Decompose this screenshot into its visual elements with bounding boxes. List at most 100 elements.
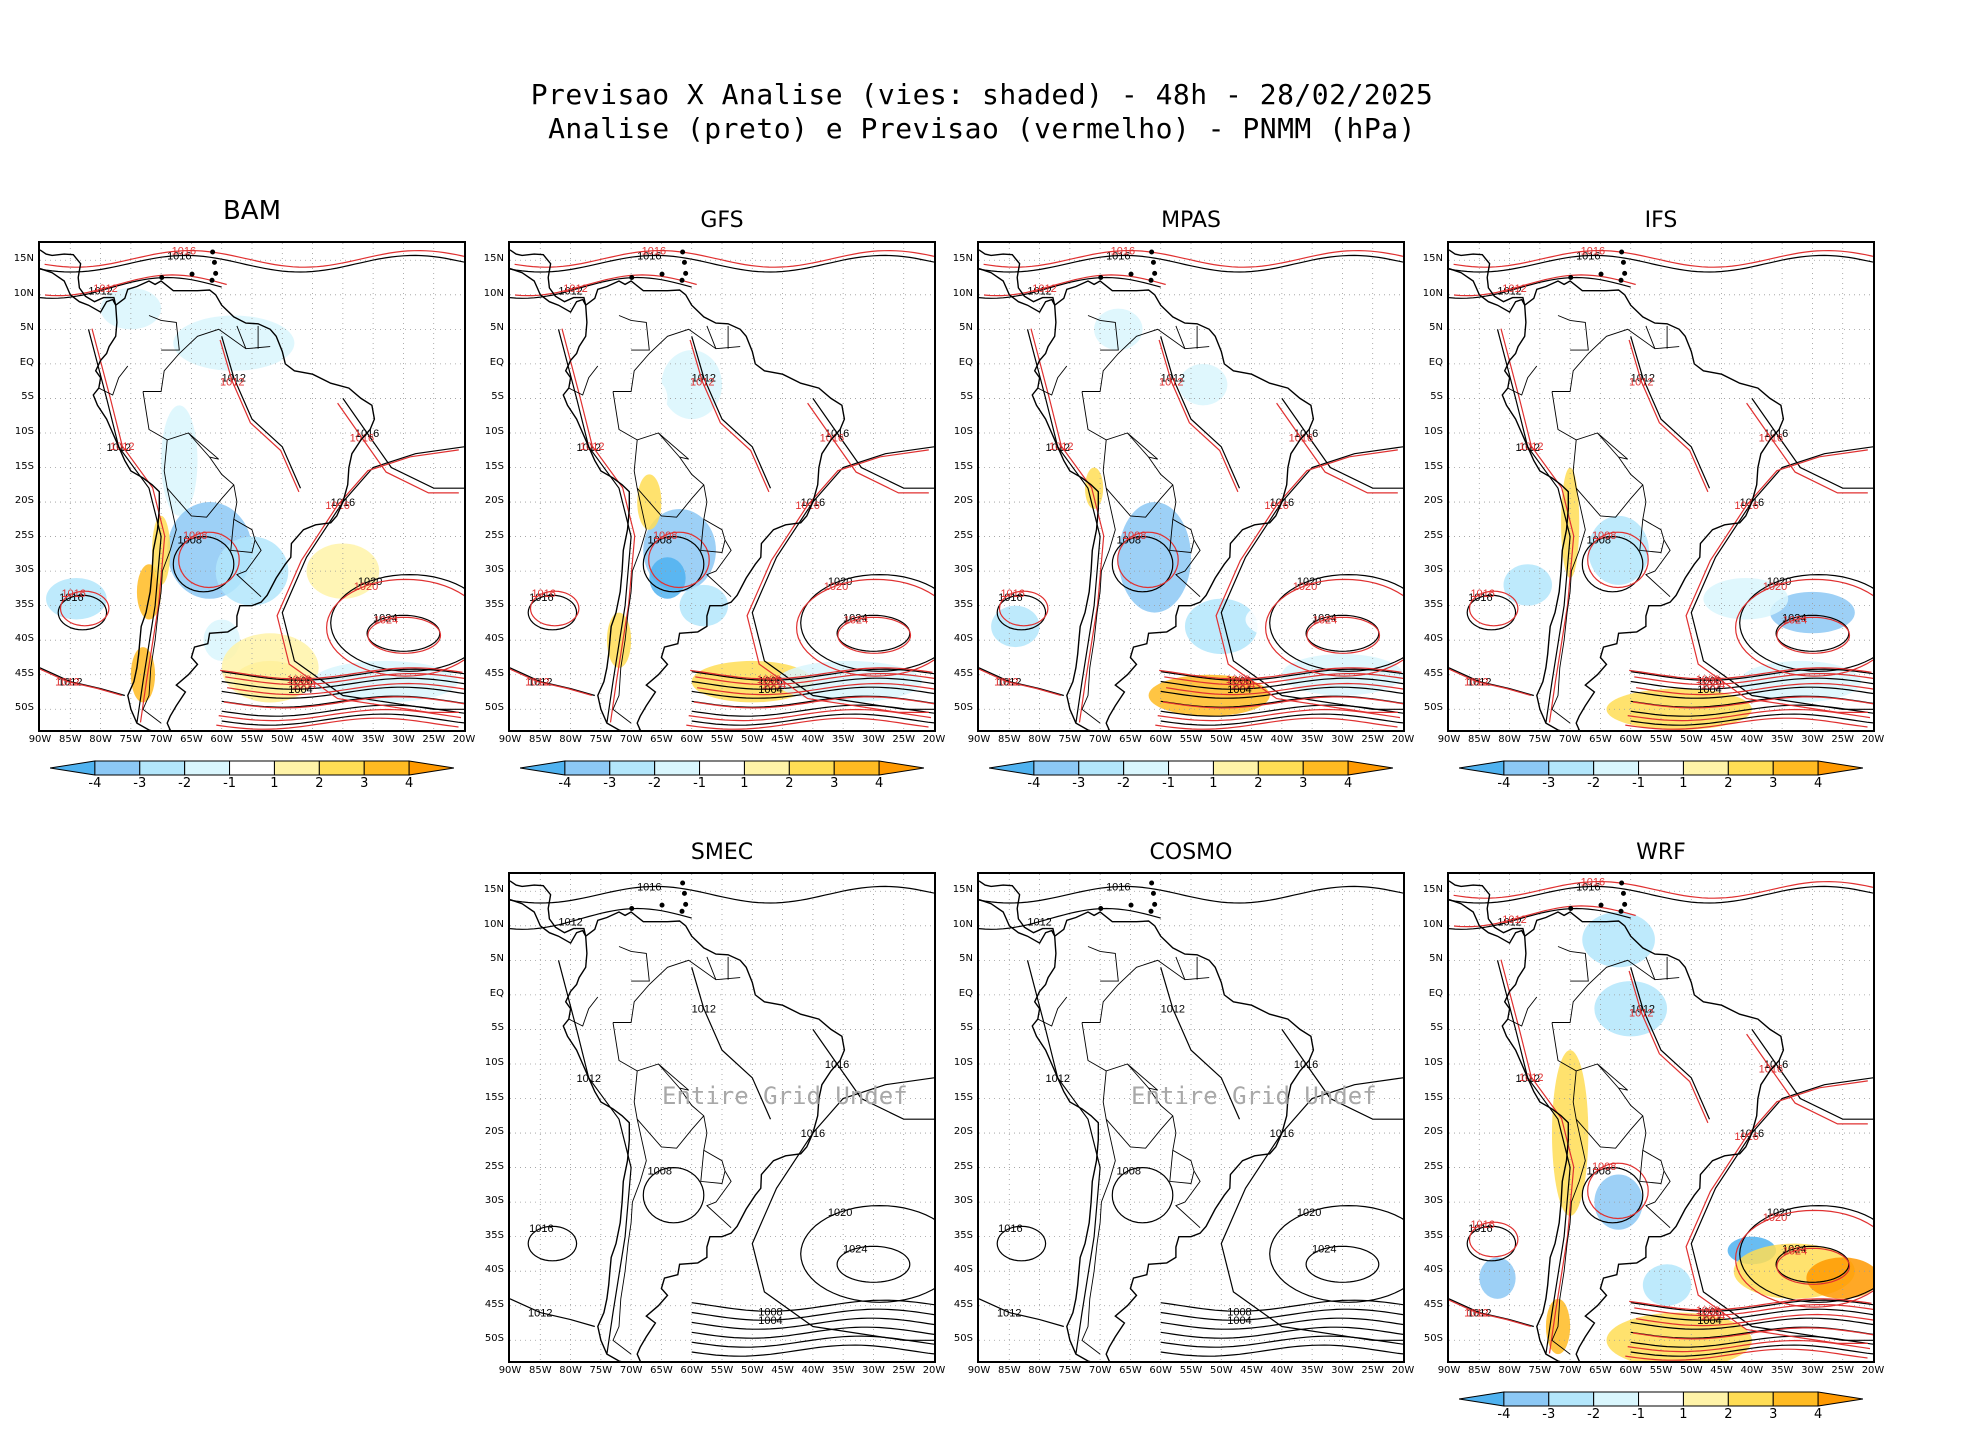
isobar	[1627, 1339, 1871, 1353]
coastline	[979, 880, 1315, 1361]
lat-tick-label: 25S	[484, 529, 504, 541]
isobar	[1630, 1308, 1873, 1321]
lat-tick-label: 5N	[1429, 322, 1443, 334]
country-borders	[568, 315, 741, 724]
lat-tick-label: 35S	[484, 1229, 504, 1241]
isobar-label: 1016	[1581, 877, 1605, 889]
isobar-label: 1012	[222, 373, 246, 385]
isobar	[691, 677, 934, 690]
bias-area	[776, 605, 874, 648]
isobar	[688, 708, 932, 722]
lat-tick-label: 40S	[484, 1264, 504, 1276]
isobar	[1026, 960, 1101, 1355]
lon-tick-label: 65W	[650, 1365, 673, 1376]
colorbar: -4 -3 -2 -1 1 2 3 4	[49, 760, 455, 791]
isobar-label: 1016	[1264, 500, 1288, 512]
lat-tick-label: 35S	[1423, 1229, 1443, 1241]
isobar	[40, 668, 123, 696]
isobar	[514, 249, 934, 268]
grid-lines	[510, 243, 934, 730]
lat-tick-label: 35S	[953, 1229, 973, 1241]
isobar-label: 1020	[1767, 576, 1791, 588]
isobar-label: 1004	[1231, 680, 1255, 692]
isobar-label: 1008	[1696, 1305, 1720, 1317]
isobar-label: 1004	[1701, 680, 1725, 692]
bias-area	[631, 377, 668, 420]
isobar-label: 1008	[648, 535, 672, 547]
isobar-label: 1008	[1592, 530, 1616, 542]
isobar	[693, 696, 934, 709]
forecast-isobars: 1016101210241020101610081004101210161008…	[1449, 246, 1873, 730]
isobar-label: 1020	[1763, 581, 1787, 593]
isobar-label: 1012	[1631, 1004, 1655, 1016]
isobar	[1466, 594, 1517, 631]
lon-tick-label: 45W	[771, 734, 794, 745]
lat-tick-label: 15N	[483, 253, 504, 265]
colorbar-segment	[1548, 1391, 1595, 1407]
colorbar-label: -4	[1497, 1407, 1511, 1422]
isobar-label: 1016	[998, 1223, 1022, 1235]
isobar-label: 1012	[110, 441, 134, 453]
colorbar-label: -2	[1117, 776, 1131, 791]
lon-tick-label: 60W	[1619, 1365, 1643, 1376]
isobar-label: 1012	[1629, 376, 1653, 388]
lat-tick-label: 15S	[1423, 1091, 1443, 1103]
isobar	[216, 717, 459, 730]
isobar	[1160, 1299, 1403, 1312]
isobar	[1164, 673, 1403, 686]
lat-tick-label: 10S	[953, 425, 973, 437]
isobar	[691, 336, 772, 489]
isobar-label: 1004	[292, 680, 316, 692]
isobar	[1685, 1080, 1868, 1344]
lat-tick-label: 15N	[952, 253, 973, 265]
colorbar-segment	[1257, 760, 1304, 776]
isobar-label: 1012	[1032, 283, 1056, 295]
colorbar-segment	[1033, 760, 1080, 776]
lat-tick-label: 40S	[484, 633, 504, 645]
colorbar-segment	[363, 760, 410, 776]
lat-tick-label: 45S	[484, 667, 504, 679]
isobar	[510, 254, 934, 273]
lon-tick-label: 35W	[831, 734, 855, 745]
lat-tick-label: 40S	[953, 633, 973, 645]
lat-tick-label: 15N	[952, 884, 973, 896]
isobar	[40, 276, 222, 299]
isobar-label: 1012	[1519, 1072, 1543, 1084]
isobar	[1690, 1077, 1873, 1341]
isobar-label: 1016	[1106, 882, 1130, 894]
lat-tick-label: EQ	[958, 987, 973, 999]
colorbar-segment	[1727, 1391, 1774, 1407]
isobar	[746, 449, 929, 713]
coastline	[979, 249, 1315, 730]
lat-tick-label: 15S	[14, 460, 34, 472]
colorbar-label: -1	[1632, 1407, 1646, 1422]
bias-area	[1479, 1257, 1516, 1299]
colorbar-segment	[1347, 760, 1394, 776]
isobar-label: 1016	[998, 592, 1022, 604]
colorbar-label: -2	[178, 776, 192, 791]
isobar-label: 1012	[692, 373, 716, 385]
lat-tick-label: 25S	[953, 1160, 973, 1172]
bias-shading	[606, 350, 922, 703]
colorbar-segment	[1458, 760, 1505, 776]
isobar	[983, 249, 1403, 268]
lon-tick-label: 80W	[559, 734, 582, 745]
colorbar-label: -2	[648, 776, 662, 791]
isobar	[691, 1308, 934, 1321]
isobar-label: 1008	[1592, 1161, 1616, 1173]
isobar	[276, 449, 459, 713]
isobar	[1751, 398, 1873, 489]
isobar	[1739, 573, 1873, 672]
isobar-label: 1024	[374, 615, 398, 627]
isobar-label: 1016	[1470, 588, 1494, 600]
isobar-label: 1012	[1464, 1308, 1488, 1320]
lat-tick-label: 5N	[1429, 953, 1443, 965]
lat-tick-label: 40S	[1423, 1264, 1443, 1276]
isobar-label: 1012	[1629, 1007, 1653, 1019]
colorbar-segment	[318, 760, 365, 776]
colorbar-label: 2	[315, 776, 324, 791]
isobar-label: 1016	[531, 588, 555, 600]
forecast-isobars: 1016101210241020101610081004101210161008…	[979, 246, 1403, 730]
isobar-label: 1012	[1161, 1004, 1185, 1016]
lat-tick-label: 30S	[484, 1195, 504, 1207]
